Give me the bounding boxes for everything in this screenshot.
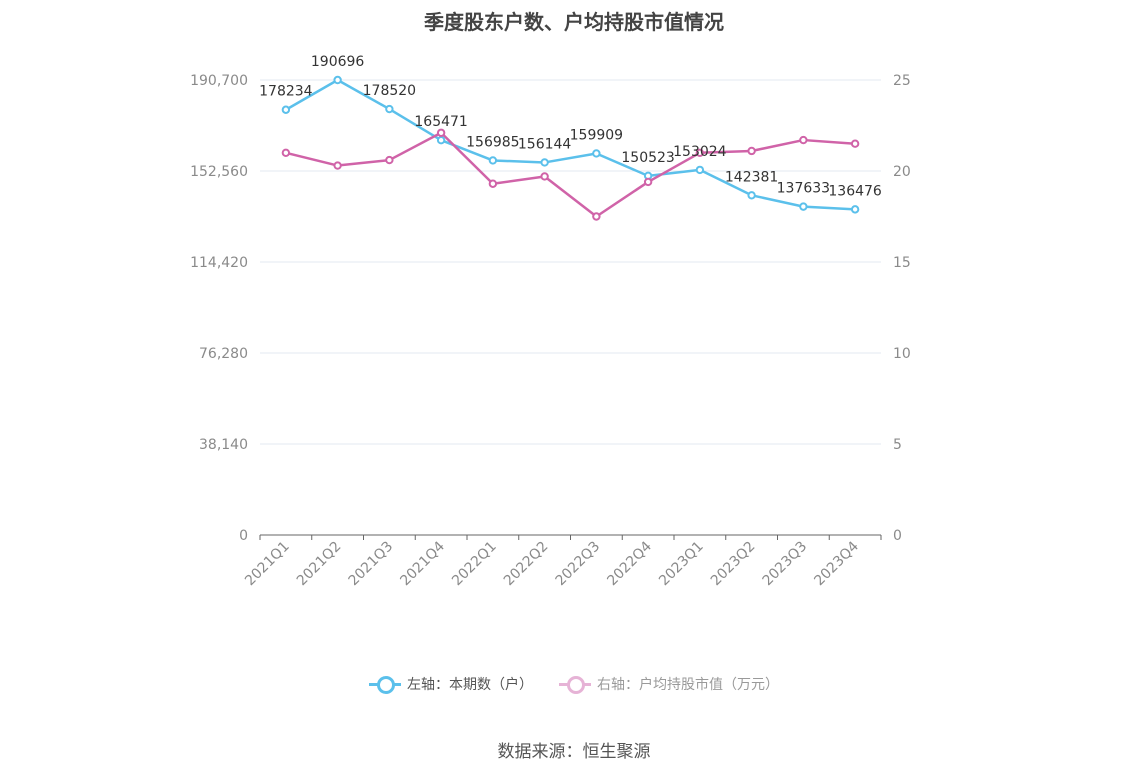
series-1-point — [850, 139, 860, 148]
series-0-point — [799, 202, 808, 211]
data-label: 178520 — [363, 83, 416, 99]
x-tick-label: 2023Q1 — [656, 539, 707, 590]
series-1-point — [488, 179, 498, 188]
right-tick-label: 20 — [893, 164, 911, 180]
left-tick-label: 76,280 — [199, 346, 248, 362]
right-tick-label: 25 — [893, 73, 911, 89]
x-tick-label: 2023Q3 — [760, 539, 811, 590]
series-points — [281, 75, 860, 221]
data-label: 156144 — [518, 136, 572, 152]
legend-label-right: 右轴：户均持股市值（万元） — [597, 677, 779, 693]
data-label: 190696 — [311, 54, 365, 70]
left-tick-label: 152,560 — [190, 164, 248, 180]
x-tick-label: 2021Q3 — [346, 539, 397, 590]
legend-item-left-series[interactable]: 左轴：本期数（户） — [369, 674, 533, 694]
data-labels: 178234 190696 178520 165471 1569851561441599… — [259, 54, 882, 199]
series-0-point — [695, 165, 705, 175]
series-0-point — [385, 104, 394, 114]
series-0-point — [747, 191, 756, 200]
left-tick-label: 0 — [239, 528, 248, 544]
series-1-point — [592, 212, 601, 221]
right-tick-label: 15 — [893, 255, 911, 271]
legend-item-right-series[interactable]: 右轴：户均持股市值（万元） — [559, 674, 779, 694]
data-label: 178234 — [259, 84, 313, 100]
series-line-1 — [285, 131, 856, 218]
series-1-point — [540, 172, 549, 181]
legend-swatch-blue-icon — [369, 674, 401, 694]
data-label: 165471 — [414, 114, 467, 130]
data-label: 142381 — [725, 169, 778, 185]
series-0-point — [540, 158, 549, 167]
chart-title: 季度股东户数、户均持股市值情况 — [424, 10, 724, 34]
series-line-0 — [285, 78, 856, 211]
left-tick-label: 38,140 — [199, 437, 248, 453]
x-tick-label: 2021Q4 — [397, 538, 448, 589]
series-0-point — [333, 75, 342, 85]
series-0-point — [850, 205, 860, 214]
data-label: 137633 — [777, 181, 830, 197]
left-tick-label: 114,420 — [190, 255, 248, 271]
data-label: 153024 — [673, 144, 727, 160]
legend-swatch-pink-icon — [559, 674, 591, 694]
series-lines — [285, 78, 856, 218]
series-1-point — [436, 128, 446, 137]
x-tick-label: 2021Q1 — [242, 539, 293, 590]
right-tick-label: 0 — [893, 528, 902, 544]
series-1-point — [695, 148, 705, 158]
series-1-point — [643, 177, 653, 187]
series-1-point — [747, 146, 756, 156]
series-0-point — [592, 149, 601, 158]
grid-lines — [260, 79, 881, 445]
left-tick-label: 190,700 — [190, 73, 248, 89]
x-tick-label: 2023Q4 — [811, 538, 862, 589]
x-tick-label: 2023Q2 — [708, 539, 759, 590]
data-label: 159909 — [570, 127, 623, 143]
source-note: 数据来源：恒生聚源 — [497, 742, 651, 762]
chart-plot: 0 0 38,140 5 76,280 10 114,420 15 152,560 20 190,7… — [190, 54, 911, 590]
series-1-point — [333, 161, 342, 170]
legend: 左轴：本期数（户） 右轴：户均持股市值（万元） — [0, 674, 1148, 694]
data-label: 136476 — [828, 183, 882, 199]
data-label: 150523 — [621, 150, 674, 166]
x-tick-label: 2022Q3 — [553, 539, 604, 590]
series-0-point — [488, 156, 498, 165]
legend-label-left: 左轴：本期数（户） — [407, 677, 533, 693]
x-tick-label: 2022Q1 — [449, 539, 500, 590]
x-tick-label: 2022Q4 — [604, 538, 655, 589]
right-tick-label: 5 — [893, 437, 902, 453]
right-tick-label: 10 — [893, 346, 911, 362]
series-0-point — [436, 135, 446, 145]
series-1-point — [281, 148, 291, 158]
series-1-point — [385, 155, 394, 165]
x-tick-label: 2022Q2 — [501, 539, 552, 590]
series-1-point — [799, 135, 808, 145]
x-tick-label: 2021Q2 — [294, 539, 345, 590]
data-label: 156985 — [466, 134, 519, 150]
series-0-point — [281, 105, 291, 114]
